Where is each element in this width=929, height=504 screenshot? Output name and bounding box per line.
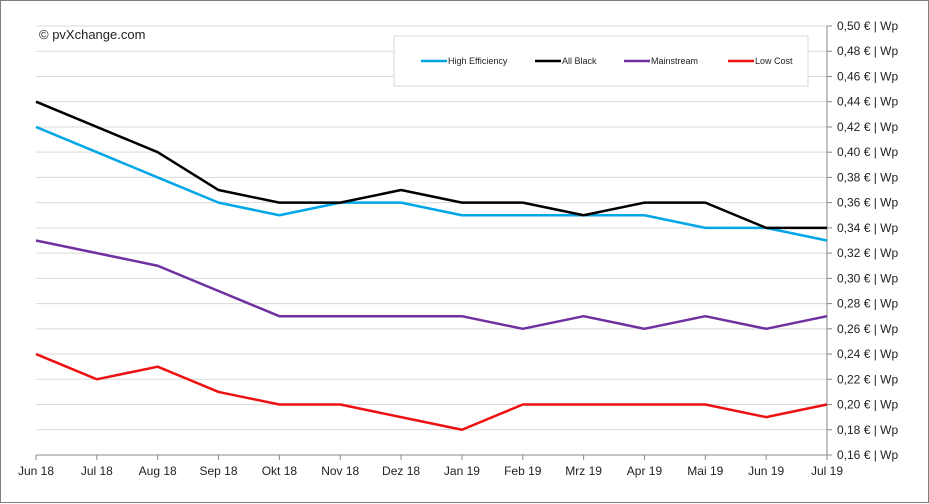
y-tick-label: 0,40 € | Wp (837, 145, 898, 159)
legend: High Efficiency All Black Mainstream Low Co… (393, 35, 809, 87)
series-line-low-cost (35, 352, 828, 432)
x-tick-label: Nov 18 (321, 464, 359, 478)
y-tick-label: 0,26 € | Wp (837, 322, 898, 336)
y-tick-label: 0,28 € | Wp (837, 297, 898, 311)
x-tick-label: Dez 18 (382, 464, 420, 478)
series-line-high-efficiency (35, 125, 828, 242)
y-tick-label: 0,42 € | Wp (837, 120, 898, 134)
legend-label: Low Cost (755, 56, 793, 66)
x-tick-label: Jun 19 (748, 464, 784, 478)
x-tick-label: Jul 19 (811, 464, 843, 478)
y-tick-label: 0,44 € | Wp (837, 95, 898, 109)
x-tick-label: Mrz 19 (565, 464, 602, 478)
y-tick-label: 0,18 € | Wp (837, 423, 898, 437)
source-label: © pvXchange.com (39, 27, 145, 42)
x-tick-label: Apr 19 (627, 464, 663, 478)
y-tick-label: 0,36 € | Wp (837, 196, 898, 210)
y-tick-label: 0,24 € | Wp (837, 347, 898, 361)
series-lines (35, 100, 828, 432)
gridlines (36, 25, 827, 456)
tick-labels: 0,16 € | Wp 0,18 € | Wp 0,20 € | Wp 0,22 € … (18, 19, 898, 478)
y-tick-label: 0,48 € | Wp (837, 44, 898, 58)
axes (35, 25, 832, 460)
legend-label: Mainstream (651, 56, 698, 66)
y-tick-label: 0,20 € | Wp (837, 398, 898, 412)
x-tick-label: Jun 18 (18, 464, 54, 478)
y-tick-label: 0,34 € | Wp (837, 221, 898, 235)
y-tick-label: 0,32 € | Wp (837, 246, 898, 260)
y-tick-label: 0,22 € | Wp (837, 372, 898, 386)
y-tick-label: 0,50 € | Wp (837, 19, 898, 33)
x-tick-label: Jul 18 (81, 464, 113, 478)
y-tick-label: 0,38 € | Wp (837, 170, 898, 184)
series-line-mainstream (35, 239, 828, 331)
legend-label: High Efficiency (448, 56, 508, 66)
x-tick-label: Mai 19 (687, 464, 723, 478)
legend-label: All Black (562, 56, 597, 66)
y-tick-label: 0,30 € | Wp (837, 271, 898, 285)
series-line-all-black (35, 100, 827, 230)
x-tick-label: Aug 18 (139, 464, 177, 478)
x-tick-label: Sep 18 (200, 464, 238, 478)
x-tick-label: Feb 19 (504, 464, 542, 478)
y-tick-label: 0,46 € | Wp (837, 69, 898, 83)
x-tick-label: Okt 18 (262, 464, 298, 478)
x-tick-label: Jan 19 (444, 464, 480, 478)
y-tick-label: 0,16 € | Wp (837, 448, 898, 462)
